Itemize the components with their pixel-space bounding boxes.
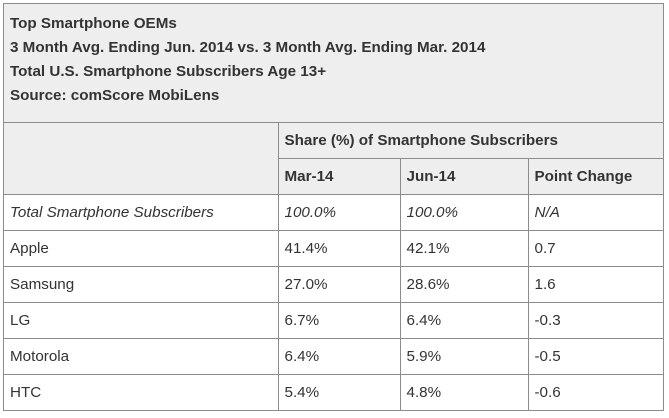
jun-value-cell: 5.9% xyxy=(399,338,529,375)
row-label-cell: Apple xyxy=(4,230,279,267)
column-header-jun: Jun-14 xyxy=(399,158,529,195)
point-change-cell: -0.5 xyxy=(527,338,663,375)
mar-value-cell: 100.0% xyxy=(277,194,401,231)
jun-value-cell: 4.8% xyxy=(399,374,529,410)
row-label-cell: HTC xyxy=(4,374,279,410)
data-table-frame: Top Smartphone OEMs 3 Month Avg. Ending … xyxy=(3,3,664,411)
table-header-block: Top Smartphone OEMs 3 Month Avg. Ending … xyxy=(4,4,663,123)
jun-value-cell: 42.1% xyxy=(399,230,529,267)
jun-value-cell: 100.0% xyxy=(399,194,529,231)
row-label-cell: Samsung xyxy=(4,266,279,303)
point-change-cell: 0.7 xyxy=(527,230,663,267)
point-change-cell: N/A xyxy=(527,194,663,231)
row-label-cell: LG xyxy=(4,302,279,339)
table-source: Source: comScore MobiLens xyxy=(10,87,220,104)
point-change-cell: 1.6 xyxy=(527,266,663,303)
table-row: LG 6.7% 6.4% -0.3 xyxy=(4,302,663,339)
row-label-cell: Total Smartphone Subscribers xyxy=(4,194,279,231)
share-table: Share (%) of Smartphone Subscribers Mar-… xyxy=(4,123,663,410)
mar-value-cell: 6.7% xyxy=(277,302,401,339)
point-change-cell: -0.6 xyxy=(527,374,663,410)
table-title: Top Smartphone OEMs xyxy=(10,15,177,32)
jun-value-cell: 6.4% xyxy=(399,302,529,339)
group-header-cell: Share (%) of Smartphone Subscribers xyxy=(277,123,663,159)
jun-value-cell: 28.6% xyxy=(399,266,529,303)
mar-value-cell: 6.4% xyxy=(277,338,401,375)
corner-cell xyxy=(4,123,279,195)
table-row: Total Smartphone Subscribers 100.0% 100.0%… xyxy=(4,194,663,231)
point-change-cell: -0.3 xyxy=(527,302,663,339)
table-row: Motorola 6.4% 5.9% -0.5 xyxy=(4,338,663,375)
mar-value-cell: 5.4% xyxy=(277,374,401,410)
table-population: Total U.S. Smartphone Subscribers Age 13… xyxy=(10,63,327,80)
mar-value-cell: 41.4% xyxy=(277,230,401,267)
mar-value-cell: 27.0% xyxy=(277,266,401,303)
row-label-cell: Motorola xyxy=(4,338,279,375)
table-row: Samsung 27.0% 28.6% 1.6 xyxy=(4,266,663,303)
table-row: Apple 41.4% 42.1% 0.7 xyxy=(4,230,663,267)
table-period: 3 Month Avg. Ending Jun. 2014 vs. 3 Mont… xyxy=(10,39,486,56)
group-header-row: Share (%) of Smartphone Subscribers xyxy=(4,123,663,195)
table-row: HTC 5.4% 4.8% -0.6 xyxy=(4,374,663,410)
column-header-change: Point Change xyxy=(527,158,663,195)
column-header-mar: Mar-14 xyxy=(278,158,401,195)
